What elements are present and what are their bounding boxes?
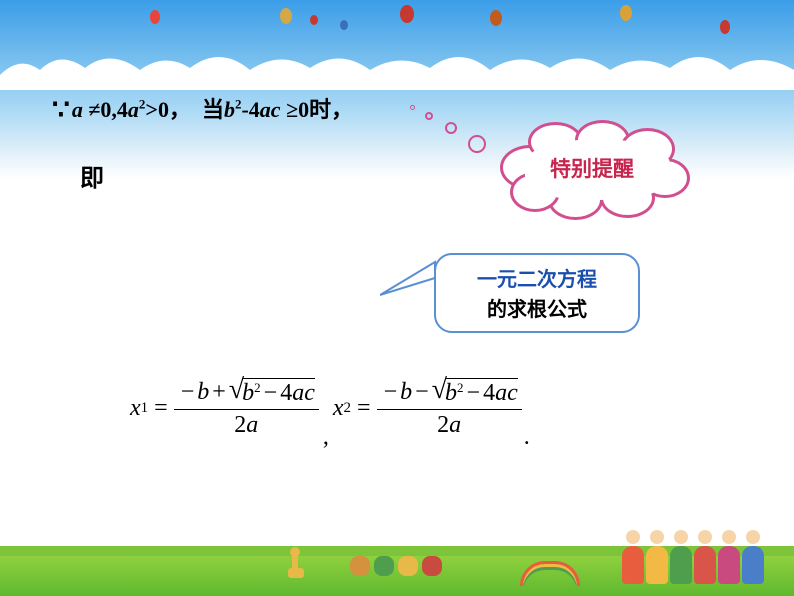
kids-decoration (622, 530, 764, 584)
because-symbol: ∵ (52, 95, 70, 126)
balloon-decoration (490, 10, 502, 26)
condition-text: ∵a ≠0,4a2>0， 当b2-4ac ≥0时， (52, 92, 353, 127)
balloon-decoration (720, 20, 730, 34)
thought-dot (468, 135, 486, 153)
balloon-decoration (150, 10, 160, 24)
callout-title: 一元二次方程 (450, 265, 624, 295)
balloon-decoration (400, 5, 414, 23)
callout-subtitle: 的求根公式 (450, 295, 624, 325)
callout-pointer (380, 260, 440, 300)
ji-label: 即 (80, 158, 104, 193)
thought-dot (445, 122, 457, 134)
balloon-decoration (280, 8, 292, 24)
balloon-decoration (340, 20, 348, 30)
cloud-edge-decoration (0, 40, 794, 90)
quadratic-formula: x1 = −b + √ b2−4ac 2a , x2 = −b − √ b2− (130, 378, 530, 439)
thought-cloud-text: 特别提醒 (550, 153, 634, 183)
balloon-decoration (620, 5, 632, 21)
center-decoration (350, 546, 470, 576)
callout-box: 一元二次方程 的求根公式 (434, 253, 640, 333)
balloon-decoration (310, 15, 318, 25)
formula-x1: x1 = −b + √ b2−4ac 2a (130, 378, 319, 439)
formula-x2: x2 = −b − √ b2−4ac 2a (333, 378, 522, 439)
thought-dot (425, 112, 433, 120)
thought-dot (410, 105, 415, 110)
giraffe-decoration (280, 546, 310, 581)
